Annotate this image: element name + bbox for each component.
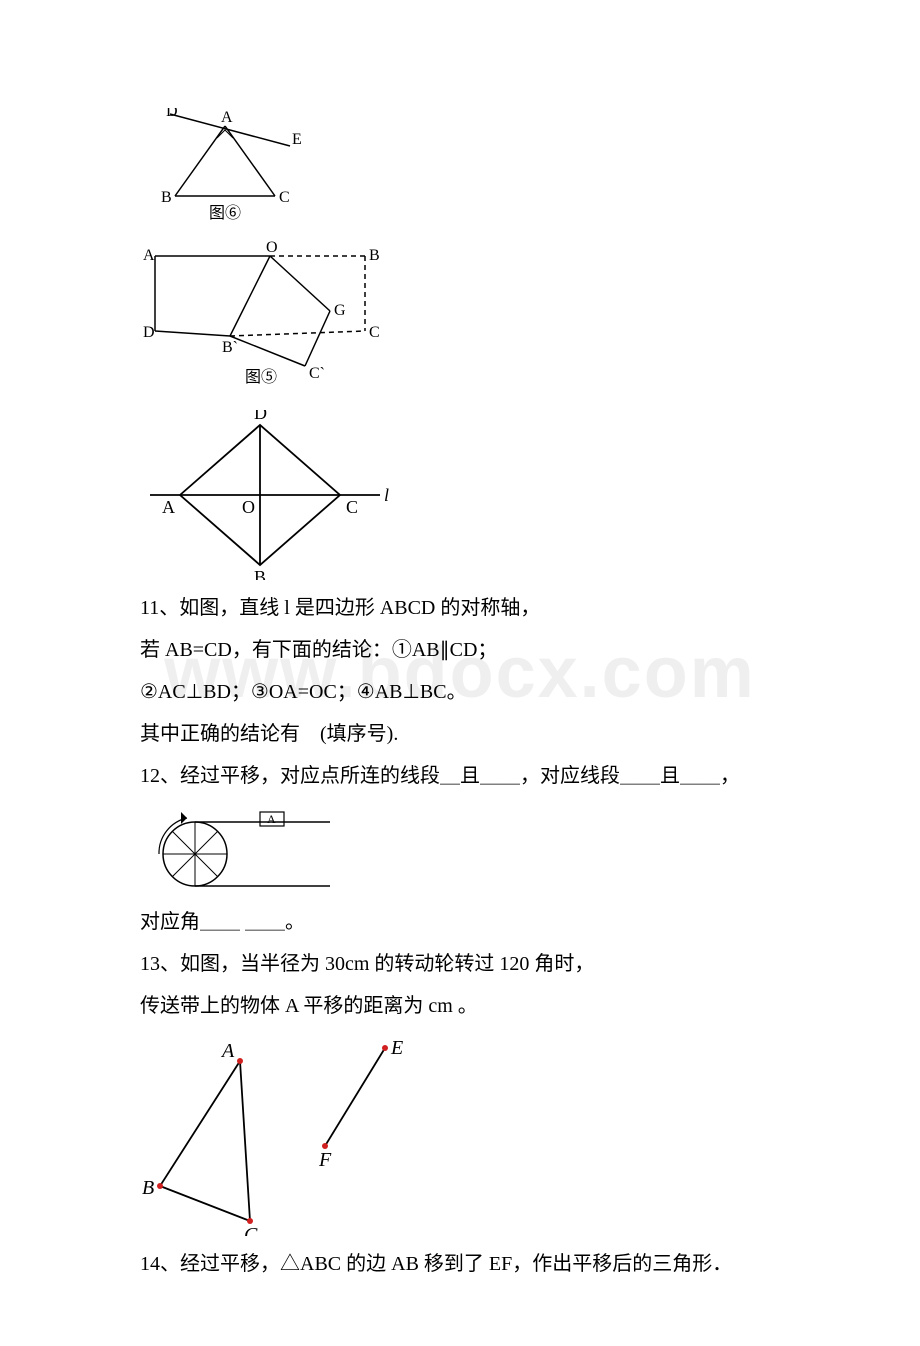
svg-text:图⑤: 图⑤ — [245, 368, 277, 386]
q14-line1: 14、经过平移，△ABC 的边 AB 移到了 EF，作出平移后的三角形． — [140, 1244, 780, 1284]
figure-triangle-ef: A B C E F — [140, 1036, 420, 1236]
svg-text:C: C — [346, 497, 358, 517]
figure-rhombus: A C D B Ol — [140, 410, 400, 580]
svg-text:O: O — [242, 497, 255, 517]
svg-text:B: B — [369, 247, 380, 264]
q11-line1: 11、如图，直线 l 是四边形 ABCD 的对称轴， — [140, 588, 780, 628]
figure-wheel: A — [140, 804, 340, 894]
svg-text:A: A — [220, 1040, 235, 1062]
svg-text:C: C — [244, 1224, 258, 1236]
svg-text:B: B — [142, 1177, 154, 1199]
svg-text:B: B — [254, 567, 266, 580]
q13-line2: 传送带上的物体 A 平移的距离为 cm 。 — [140, 986, 780, 1026]
q12-line2: 对应角＿＿ ＿＿。 — [140, 902, 780, 942]
svg-text:C: C — [279, 189, 290, 206]
svg-text:E: E — [292, 131, 302, 148]
svg-text:C`: C` — [309, 365, 325, 382]
svg-text:A: A — [162, 497, 175, 517]
svg-text:F: F — [318, 1149, 332, 1171]
svg-text:B: B — [161, 189, 172, 206]
svg-text:D: D — [143, 324, 155, 341]
svg-text:A: A — [143, 247, 155, 264]
svg-text:A: A — [221, 109, 233, 126]
q11-line3: ②AC⊥BD；③OA=OC；④AB⊥BC。 — [140, 672, 780, 712]
svg-text:E: E — [390, 1037, 403, 1059]
svg-text:C: C — [369, 324, 380, 341]
svg-text:D: D — [166, 108, 178, 120]
q13-line1: 13、如图，当半径为 30cm 的转动轮转过 120 角时， — [140, 944, 780, 984]
svg-text:l: l — [384, 485, 389, 505]
figure-5: A O B D B` G C C` 图⑤ — [140, 236, 400, 386]
figure-6: A B C D E 图⑥ — [140, 108, 310, 228]
q11-line4: 其中正确的结论有 (填序号). — [140, 714, 780, 754]
svg-text:O: O — [266, 239, 278, 256]
svg-text:图⑥: 图⑥ — [209, 204, 241, 222]
svg-text:D: D — [254, 410, 267, 423]
svg-text:A: A — [267, 812, 276, 826]
svg-text:B`: B` — [222, 339, 238, 356]
q11-line2: 若 AB=CD，有下面的结论：①AB∥CD； — [140, 630, 780, 670]
svg-text:G: G — [334, 302, 346, 319]
q12-line1: 12、经过平移，对应点所连的线段＿且＿＿，对应线段＿＿且＿＿， — [140, 756, 780, 796]
